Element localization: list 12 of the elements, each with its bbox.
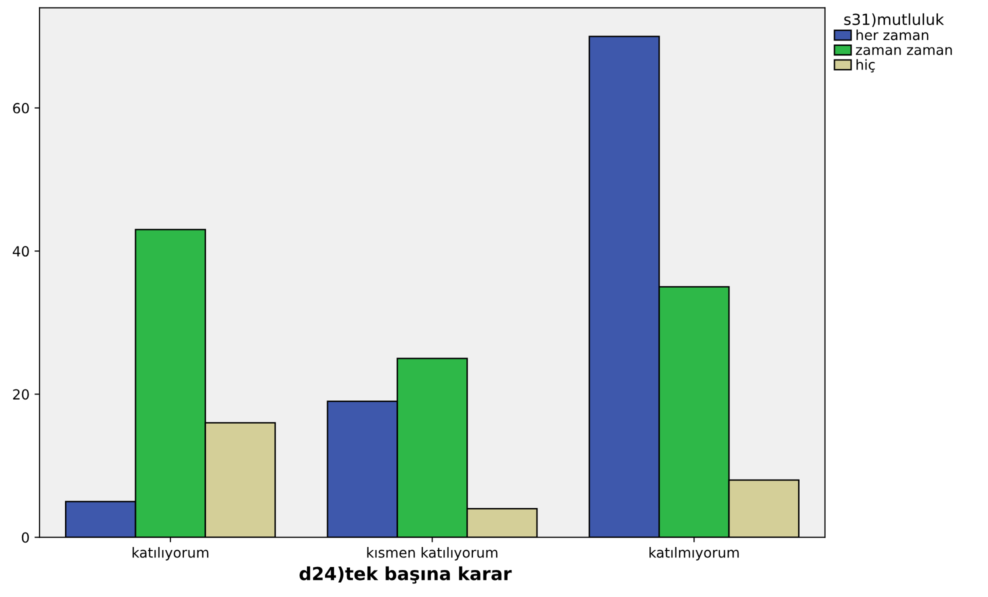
x-tick-label: kısmen katılıyorum (367, 547, 498, 560)
legend-label: zaman zaman (856, 47, 952, 56)
legend-label: her zaman (856, 29, 928, 40)
y-tick-label: 40 (12, 246, 29, 257)
y-tick-label: 20 (13, 389, 29, 400)
x-tick-label: katılmıyorum (650, 547, 739, 560)
y-tick-label: 0 (22, 532, 29, 543)
y-tick-label: 60 (13, 102, 29, 114)
x-tick-label: katılıyorum (132, 547, 208, 560)
legend-label: hiç (856, 59, 875, 72)
legend-title: s31)mutluluk (844, 13, 944, 27)
x-axis-title: d24)tek başına karar (300, 566, 512, 584)
